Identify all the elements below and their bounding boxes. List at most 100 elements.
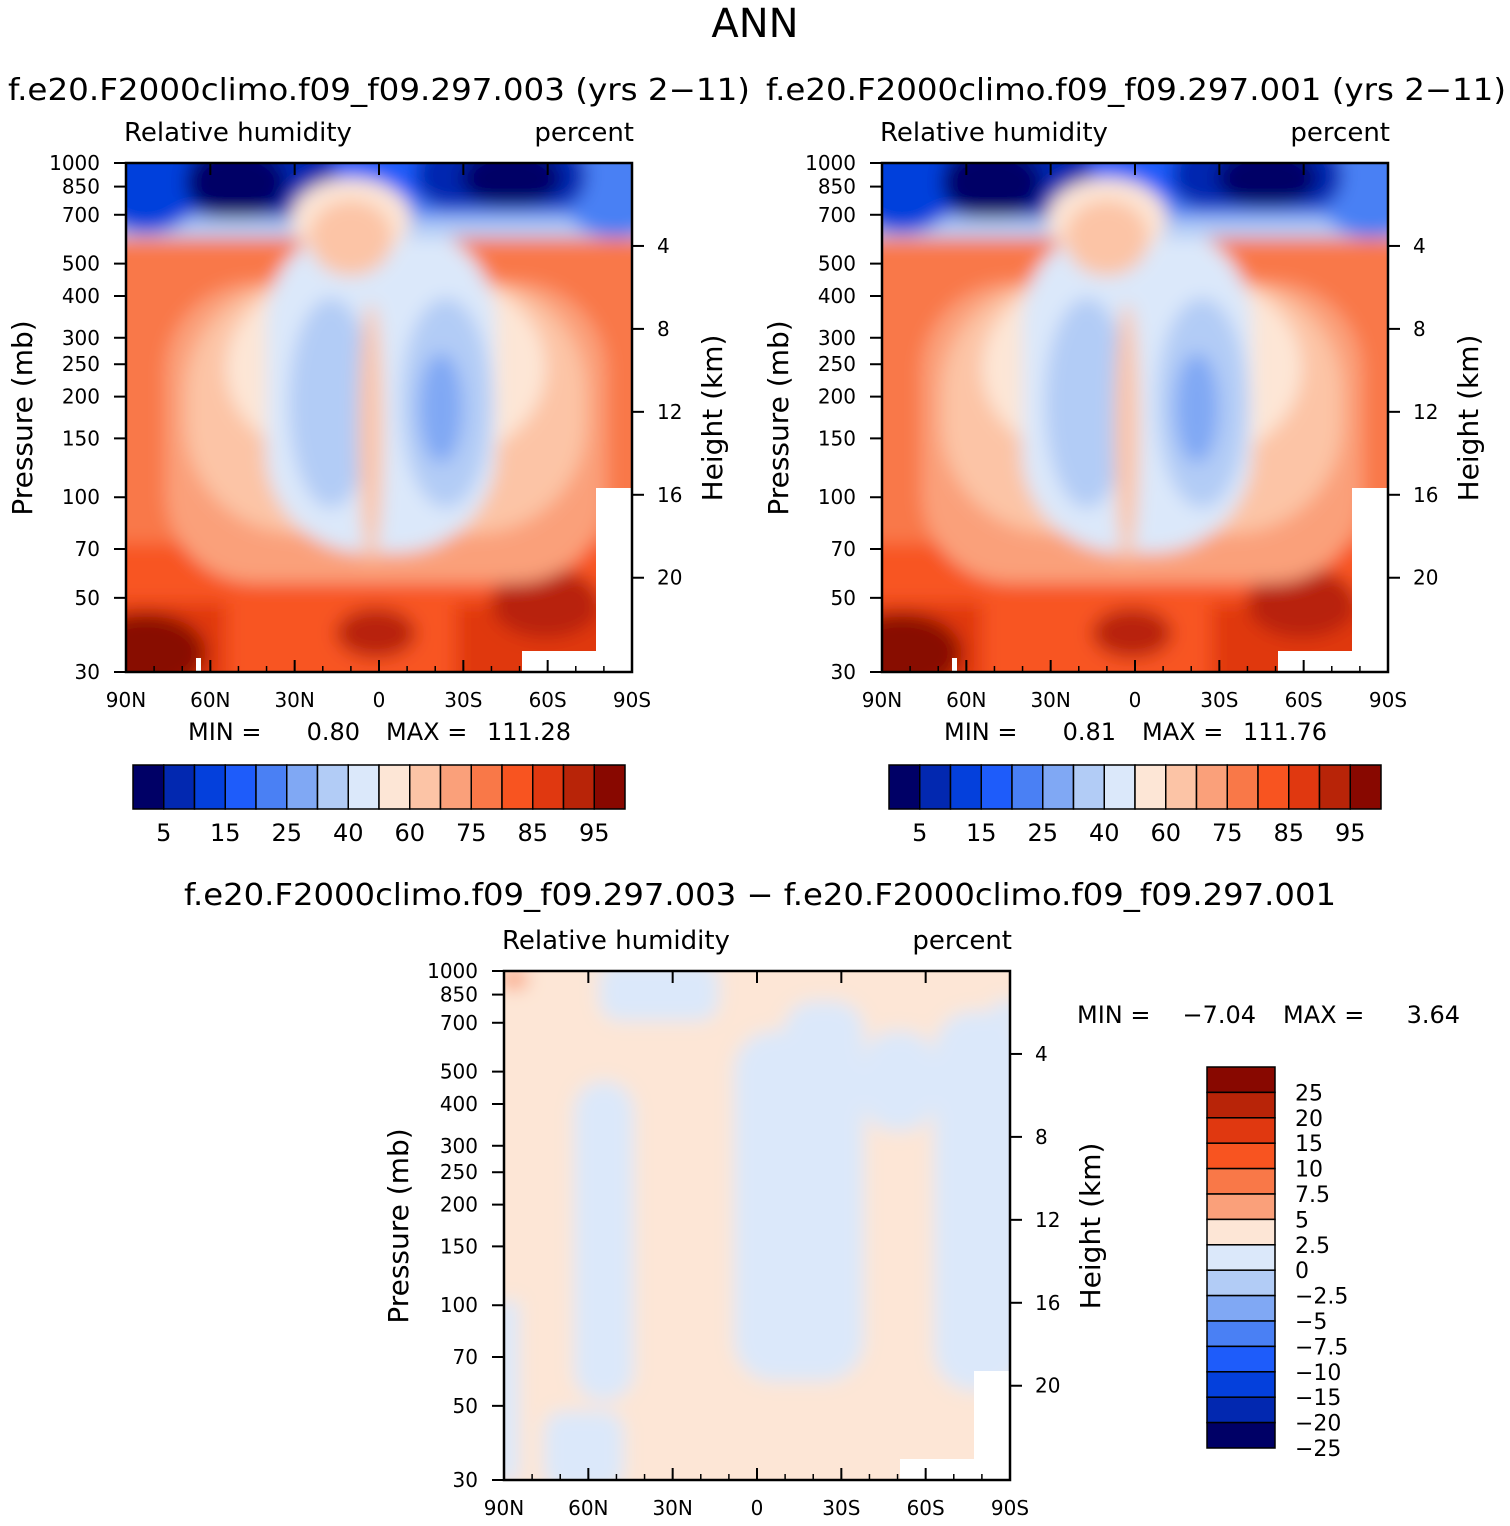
pressure-tick-label: 300 — [818, 326, 856, 350]
min-value: 0.81 — [1063, 718, 1116, 746]
colorbar-swatch — [1206, 1167, 1276, 1195]
pressure-tick-label: 400 — [62, 284, 100, 308]
colorbar-swatch — [1134, 764, 1167, 810]
colorbar-swatch — [193, 764, 226, 810]
colorbar-swatch — [562, 764, 595, 810]
missing-data — [196, 658, 201, 672]
contour-band — [186, 163, 286, 218]
panel-title: f.e20.F2000climo.f09_f09.297.001 (yrs 2−… — [766, 73, 1506, 108]
colorbar-label: 40 — [1089, 819, 1120, 847]
height-tick-label: 8 — [657, 317, 670, 341]
colorbar-swatch — [1288, 764, 1321, 810]
colorbar-swatch — [1103, 764, 1136, 810]
panel-title: f.e20.F2000climo.f09_f09.297.003 (yrs 2−… — [8, 73, 750, 108]
colorbar-label: 0 — [1295, 1259, 1309, 1284]
colorbar-swatch — [1206, 1218, 1276, 1246]
pressure-tick-label: 50 — [75, 586, 100, 610]
pressure-tick-label: 200 — [62, 385, 100, 409]
min-value: 0.80 — [307, 718, 360, 746]
height-axis: 20 16 12 8 4 — [1010, 1042, 1060, 1398]
pressure-tick-label: 850 — [440, 983, 478, 1007]
panel-case-001: f.e20.F2000climo.f09_f09.297.001 (yrs 2−… — [762, 73, 1506, 847]
colorbar-swatch — [1349, 764, 1382, 810]
lat-tick-label: 60S — [1285, 688, 1323, 712]
lat-tick-label: 0 — [1129, 688, 1142, 712]
max-value: 111.76 — [1243, 718, 1327, 746]
lat-tick-label: 90N — [484, 1496, 524, 1520]
pressure-tick-label: 70 — [75, 537, 100, 561]
contour-band — [309, 200, 393, 276]
pressure-tick-label: 500 — [818, 252, 856, 276]
contour-band — [1115, 303, 1139, 563]
colorbar-label: 15 — [1295, 1132, 1323, 1157]
contour-band — [784, 1001, 864, 1081]
lat-tick-label: 90N — [862, 688, 902, 712]
colorbar-swatch — [1206, 1117, 1276, 1144]
colorbar-swatch — [163, 764, 196, 810]
contour-field — [126, 163, 632, 672]
pressure-tick-label: 700 — [440, 1011, 478, 1035]
colorbar-label: 2.5 — [1295, 1234, 1330, 1259]
pressure-tick-label: 50 — [831, 586, 856, 610]
colorbar-swatch — [980, 764, 1013, 810]
contour-band — [289, 298, 373, 508]
contour-band — [864, 1031, 934, 1131]
colorbar-swatch — [1206, 1320, 1276, 1348]
panel-case-003: f.e20.F2000climo.f09_f09.297.003 (yrs 2−… — [6, 73, 750, 847]
contour-band — [1065, 200, 1149, 276]
lat-tick-label: 60S — [907, 1496, 945, 1520]
pressure-tick-label: 100 — [440, 1293, 478, 1317]
lat-tick-label: 30S — [444, 688, 482, 712]
height-tick-label: 8 — [1035, 1125, 1048, 1149]
contour-band — [734, 1031, 864, 1381]
colorbar-swatch — [1206, 1066, 1276, 1094]
colorbar: 5 15 25 40 60 75 85 95 — [132, 764, 626, 847]
height-tick-label: 4 — [1035, 1042, 1048, 1066]
contour-band — [491, 568, 601, 638]
colorbar-label: −20 — [1295, 1412, 1341, 1437]
colorbar-swatch — [532, 764, 565, 810]
lat-tick-label: 60S — [529, 688, 567, 712]
pressure-tick-label: 30 — [453, 1468, 478, 1492]
max-label: MAX = — [1142, 718, 1223, 746]
colorbar-label: 25 — [271, 819, 302, 847]
colorbar-swatch — [1042, 764, 1075, 810]
contour-band — [461, 163, 561, 208]
contour-band — [599, 971, 719, 1021]
height-tick-label: 16 — [657, 483, 682, 507]
height-tick-label: 20 — [1035, 1374, 1060, 1398]
missing-data — [596, 488, 632, 672]
height-tick-label: 4 — [657, 234, 670, 258]
missing-data — [1352, 488, 1388, 672]
lat-tick-label: 90S — [991, 1496, 1029, 1520]
contour-band — [994, 1001, 1010, 1021]
colorbar-swatch — [255, 764, 288, 810]
colorbar-swatch — [1072, 764, 1105, 810]
contour-band — [419, 353, 463, 463]
lat-tick-label: 30N — [1030, 688, 1070, 712]
contour-band — [942, 163, 1042, 218]
height-tick-label: 12 — [657, 400, 682, 424]
height-axis: 20 16 12 8 4 — [632, 234, 682, 590]
colorbar-swatch — [286, 764, 319, 810]
units-label: percent — [1290, 118, 1390, 148]
colorbar-label: 95 — [579, 819, 610, 847]
missing-data — [974, 1371, 1010, 1480]
lat-tick-label: 90N — [106, 688, 146, 712]
min-label: MIN = — [188, 718, 261, 746]
lat-tick-label: 60N — [946, 688, 986, 712]
contour-field — [882, 163, 1388, 672]
lat-tick-label: 30N — [652, 1496, 692, 1520]
colorbar-swatch — [1195, 764, 1228, 810]
colorbar-label: 85 — [517, 819, 548, 847]
pressure-tick-label: 70 — [831, 537, 856, 561]
pressure-axis-label: Pressure (mb) — [382, 1128, 415, 1323]
height-tick-label: 16 — [1035, 1291, 1060, 1315]
colorbar-swatch — [1206, 1421, 1276, 1449]
panel-difference: f.e20.F2000climo.f09_f09.297.003 − f.e20… — [184, 878, 1460, 1520]
pressure-tick-label: 30 — [831, 660, 856, 684]
